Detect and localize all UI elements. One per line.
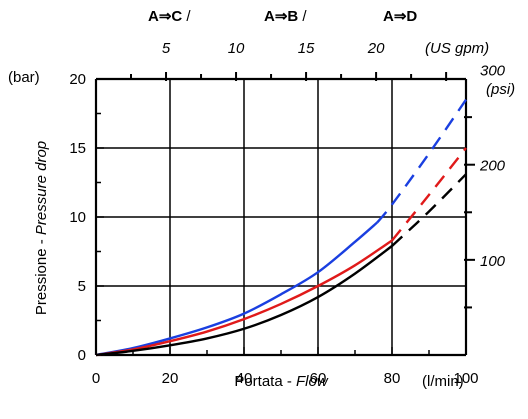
y-axis-unit: (bar) (8, 69, 40, 86)
series-layer (95, 99, 467, 357)
right-tick-label: 100 (480, 253, 506, 270)
right-tick-label: 200 (479, 158, 506, 175)
x-tick-label: 20 (162, 370, 179, 387)
top-tick-label: 15 (298, 40, 315, 57)
series-line-solid (95, 245, 393, 357)
x-axis-unit: (l/min) (422, 373, 464, 390)
right-tick-label: 300 (480, 63, 506, 80)
series-line-dashed (391, 147, 467, 242)
top-tick-label: 20 (367, 40, 385, 57)
y-axis-title: Pressione - Pressure drop (33, 141, 50, 315)
y-tick-label: 0 (78, 347, 86, 364)
series-line-solid (95, 221, 378, 357)
x-tick-label: 0 (92, 370, 100, 387)
top-tick-label: 10 (228, 40, 245, 57)
y-tick-label: 20 (69, 71, 86, 88)
text-layer: 0 20 40 60 80 100 0 5 10 15 20 5 10 15 20 (US gpm) 100 20… (8, 8, 515, 390)
y-tick-label: 15 (69, 140, 86, 157)
y-tick-label: 5 (78, 278, 86, 295)
legend-entry: A⇒C / (148, 8, 191, 25)
x-axis-title: Portata - Flow (234, 373, 329, 390)
top-axis-unit: (US gpm) (425, 40, 489, 57)
series-line-dashed (391, 173, 467, 247)
x-tick-label: 40 (236, 370, 253, 387)
grid-layer (96, 79, 466, 355)
series-line-solid (95, 239, 393, 357)
series-line-dashed (376, 99, 467, 224)
top-tick-label: 5 (162, 40, 171, 57)
y-tick-label: 10 (69, 209, 86, 226)
legend-entry: A⇒D (383, 8, 417, 25)
x-tick-label: 60 (310, 370, 327, 387)
right-axis-unit: (psi) (486, 81, 515, 98)
x-tick-label: 80 (384, 370, 401, 387)
x-tick-label: 100 (453, 370, 478, 387)
legend-entry: A⇒B / (264, 8, 307, 25)
